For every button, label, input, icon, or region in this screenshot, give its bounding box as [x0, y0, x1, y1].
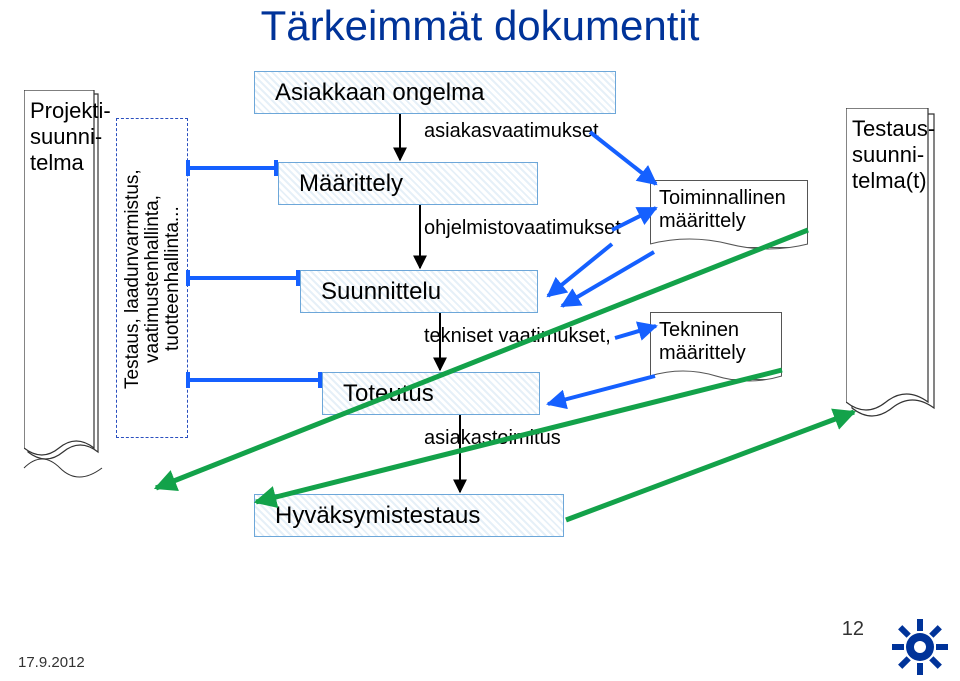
stage-asiakkaan-ongelma: Asiakkaan ongelma	[254, 71, 616, 114]
footer-page-number: 12	[842, 618, 864, 641]
stage-maarittely: Määrittely	[278, 162, 538, 205]
slide-title: Tärkeimmät dokumentit	[0, 2, 960, 50]
left-doc: Projekti- suunni- telma	[24, 90, 102, 470]
stage-label: Toteutus	[343, 380, 434, 408]
doc-toiminnallinen-maarittely: Toiminnallinen määrittely	[650, 180, 808, 248]
qa-dashed-box: Testaus, laadunvarmistus, vaatimustenhal…	[116, 118, 188, 438]
left-doc-text: Projekti- suunni- telma	[30, 98, 111, 176]
stage-label: Määrittely	[299, 170, 403, 198]
doc-tekninen-maarittely: Tekninen määrittely	[650, 312, 782, 380]
stage-hyvaksymistestaus: Hyväksymistestaus	[254, 494, 564, 537]
gear-icon	[892, 619, 948, 675]
stage-label: Suunnittelu	[321, 278, 441, 306]
flow-label-ohjelmistovaatimukset: ohjelmistovaatimukset	[424, 217, 621, 240]
footer-date: 17.9.2012	[18, 654, 85, 671]
stage-toteutus: Toteutus	[322, 372, 540, 415]
doc-line2: määrittely	[659, 342, 773, 365]
qa-dashed-text: Testaus, laadunvarmistus, vaatimustenhal…	[123, 127, 183, 431]
doc-line1: Tekninen	[659, 319, 773, 342]
stage-suunnittelu: Suunnittelu	[300, 270, 538, 313]
flow-label-asiakastoimitus: asiakastoimitus	[424, 427, 561, 450]
flow-label-tekniset-vaatimukset: tekniset vaatimukset,	[424, 325, 611, 348]
stage-label: Hyväksymistestaus	[275, 502, 480, 530]
doc-line2: määrittely	[659, 210, 799, 233]
right-doc: Testaus- suunni- telma(t)	[846, 108, 938, 428]
doc-line1: Toiminnallinen	[659, 187, 799, 210]
stage-label: Asiakkaan ongelma	[275, 79, 484, 107]
right-doc-text: Testaus- suunni- telma(t)	[852, 116, 935, 194]
flow-label-asiakasvaatimukset: asiakasvaatimukset	[424, 120, 599, 143]
